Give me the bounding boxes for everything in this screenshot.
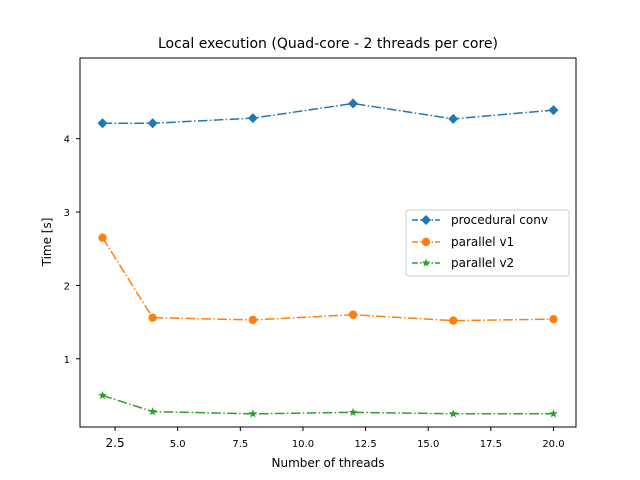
legend-label: parallel v2 [451,256,514,270]
y-tick-label: 1 [64,355,70,366]
legend-item: parallel v1 [412,235,514,249]
data-point [147,118,158,129]
series-line [101,237,554,322]
series-parallel-v2 [98,390,558,418]
data-point [448,113,459,124]
series-line [102,394,554,415]
data-point [348,310,358,319]
legend: procedural conv parallel v1 parallel v2 [405,209,570,277]
data-point [98,390,107,400]
data-point [448,409,458,418]
series-procedural-conv [97,98,559,129]
series-layer [97,98,559,418]
x-axis-ticks: 2.5 5.0 7.5 10.0 12.5 15.0 17.5 20.0 [106,427,565,450]
data-point [98,233,107,242]
x-tick-label: 15.0 [417,439,439,450]
y-axis-ticks: 1 2 3 4 [64,135,80,366]
x-tick-label: 12.5 [354,439,376,450]
legend-marker [421,215,431,225]
x-tick-label: 7.5 [232,439,248,450]
legend-item: parallel v2 [412,256,514,270]
y-tick-label: 3 [64,208,70,219]
data-point [548,105,559,116]
legend-item: procedural conv [412,213,548,227]
data-point [148,313,157,322]
y-tick-label: 4 [64,135,70,146]
data-point [248,315,258,325]
data-point [348,407,358,416]
data-point [449,316,458,325]
chart-title: Local execution (Quad-core - 2 threads p… [158,36,498,52]
legend-label: parallel v1 [451,235,514,249]
axes-frame [79,57,577,428]
data-point [148,407,157,416]
series-parallel-v1 [98,233,558,325]
y-axis-label: Time [s] [40,218,54,268]
data-point [247,113,258,124]
data-point [549,409,558,418]
x-tick-label: 20.0 [542,439,564,450]
x-tick-label: 5.0 [170,439,186,450]
legend-box [405,209,570,277]
legend-marker [421,237,431,247]
data-point [248,409,258,418]
data-point [348,98,359,109]
legend-marker [421,258,431,267]
x-tick-label: 2.5 [106,436,125,450]
x-tick-label: 17.5 [480,439,502,450]
x-tick-label: 10.0 [292,439,314,450]
data-point [97,118,108,129]
y-tick-label: 2 [64,281,70,292]
legend-label: procedural conv [451,213,548,227]
plot-area [79,57,577,428]
series-line [102,102,554,125]
data-point [549,314,558,324]
x-axis-label: Number of threads [272,456,385,470]
